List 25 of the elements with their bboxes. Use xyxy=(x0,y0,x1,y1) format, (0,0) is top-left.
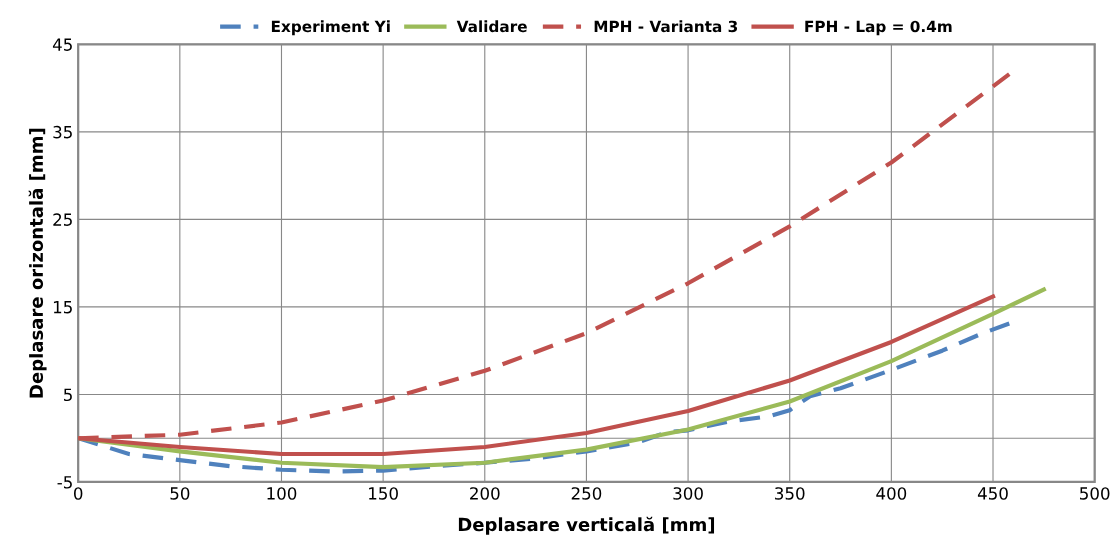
x-tick-label: 100 xyxy=(267,487,297,500)
legend-label: MPH - Varianta 3 xyxy=(594,20,738,33)
line-series xyxy=(78,287,1046,470)
x-tick-label: 250 xyxy=(571,487,602,500)
x-tick-label: 50 xyxy=(170,487,190,500)
legend-label: FPH - Lap = 0.4m xyxy=(805,20,952,36)
x-tick-label: 300 xyxy=(673,487,703,500)
y-tick-label: 15 xyxy=(53,301,72,314)
y-tick-label: 45 xyxy=(52,38,72,51)
x-axis-title: Deplasare verticală [mm] xyxy=(458,516,715,535)
legend-label: Validare xyxy=(456,20,527,33)
x-tick-label: 400 xyxy=(876,487,907,500)
x-tick-label: 200 xyxy=(470,487,500,500)
y-tick-label: 35 xyxy=(53,125,72,139)
y-axis-title: Deplasare orizontală [mm] xyxy=(28,128,47,398)
x-tick-label: 0 xyxy=(73,487,83,500)
legend-label: Experiment Yi xyxy=(271,20,390,36)
y-tick-label: 5 xyxy=(64,388,72,402)
x-tick-label: 150 xyxy=(369,487,398,500)
x-tick-label: 500 xyxy=(1080,487,1110,500)
line-series xyxy=(78,321,1012,474)
y-tick-label: 25 xyxy=(53,213,72,226)
y-tick-label: -5 xyxy=(57,476,72,489)
x-tick-label: 450 xyxy=(977,487,1008,500)
x-tick-label: 350 xyxy=(775,487,805,500)
